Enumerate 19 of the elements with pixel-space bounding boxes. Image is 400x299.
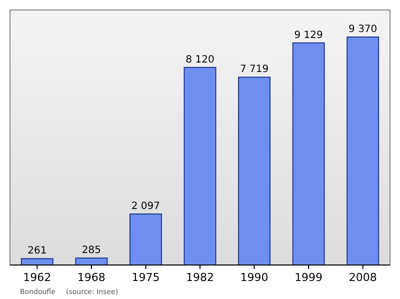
data-label: 2 097 — [131, 200, 160, 212]
bar — [129, 213, 162, 266]
bar — [238, 76, 271, 266]
data-label: 7 719 — [240, 64, 269, 76]
data-label: 285 — [82, 245, 101, 256]
data-label: 8 120 — [186, 54, 214, 66]
data-label: 261 — [28, 246, 47, 257]
x-tick-label: 1975 — [132, 271, 160, 284]
bar — [346, 36, 380, 266]
x-tick-label: 1982 — [186, 271, 214, 284]
bar — [184, 66, 216, 266]
x-tick-label: 1968 — [77, 271, 106, 284]
x-tick-label: 2008 — [348, 271, 377, 284]
x-tick-label: 1999 — [294, 271, 323, 284]
bar — [292, 42, 325, 266]
data-label: 9 129 — [294, 30, 323, 41]
data-label: 9 370 — [348, 24, 378, 35]
x-tick-label: 1962 — [23, 271, 52, 284]
x-tick-label: 1990 — [240, 271, 268, 284]
